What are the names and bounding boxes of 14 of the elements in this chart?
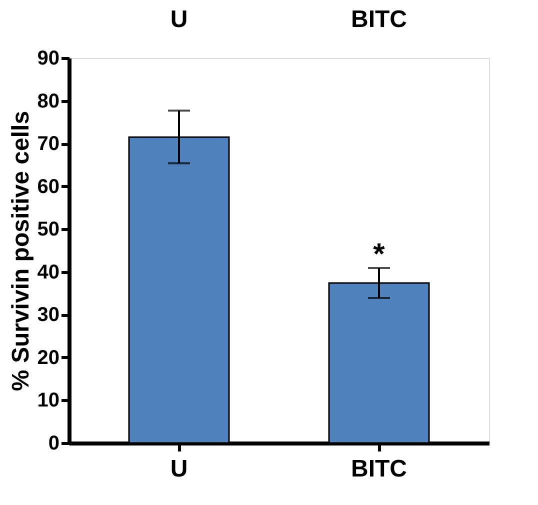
annotation: BITC	[351, 456, 407, 482]
annotation: U	[170, 456, 188, 482]
y-tick-label: 60	[37, 176, 60, 198]
y-tick-label: 10	[37, 390, 60, 412]
y-tick-label: 80	[37, 90, 60, 112]
y-tick-label: 70	[37, 133, 60, 156]
y-tick-label: 40	[37, 261, 60, 284]
annotation: *	[373, 238, 386, 272]
y-tick-label: 90	[37, 48, 60, 70]
y-tick-label: 30	[37, 304, 60, 326]
y-axis-title: % Survivin positive cells	[7, 110, 34, 392]
y-tick-label: 50	[37, 218, 60, 241]
y-tick-label: 0	[48, 432, 60, 454]
y-tick-label: 20	[37, 346, 60, 369]
